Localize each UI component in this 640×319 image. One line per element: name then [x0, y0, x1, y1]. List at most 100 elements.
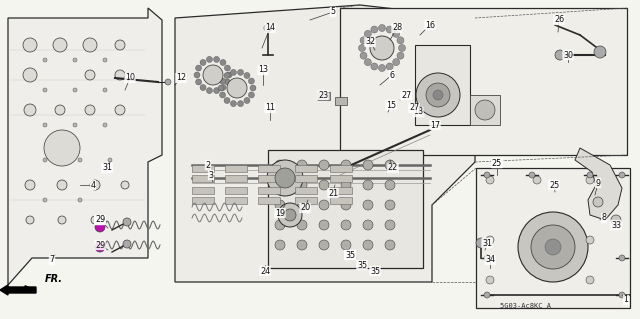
Circle shape: [121, 181, 129, 189]
Bar: [318, 92, 330, 100]
Circle shape: [531, 225, 575, 269]
Circle shape: [267, 160, 303, 196]
Circle shape: [518, 212, 588, 282]
Circle shape: [25, 180, 35, 190]
Text: 17: 17: [430, 121, 440, 130]
Circle shape: [224, 72, 230, 78]
Polygon shape: [340, 8, 627, 155]
Circle shape: [103, 123, 107, 127]
Bar: [330, 165, 352, 172]
Text: 20: 20: [300, 204, 310, 212]
Circle shape: [284, 209, 296, 221]
Circle shape: [484, 172, 490, 178]
Circle shape: [393, 30, 399, 37]
Circle shape: [371, 26, 378, 33]
Circle shape: [115, 40, 125, 50]
Bar: [295, 187, 317, 194]
Bar: [192, 165, 214, 172]
Text: 27: 27: [401, 91, 411, 100]
Text: 30: 30: [563, 50, 573, 60]
Circle shape: [297, 220, 307, 230]
Text: 29: 29: [95, 216, 105, 225]
Circle shape: [319, 220, 329, 230]
Circle shape: [363, 200, 373, 210]
Circle shape: [26, 216, 34, 224]
Circle shape: [91, 216, 99, 224]
Circle shape: [250, 85, 256, 91]
Bar: [258, 165, 280, 172]
Circle shape: [237, 70, 244, 75]
Circle shape: [196, 65, 202, 71]
Bar: [268, 150, 423, 268]
Text: 25: 25: [492, 159, 502, 167]
Circle shape: [78, 198, 82, 202]
Circle shape: [90, 180, 100, 190]
Text: 32: 32: [365, 38, 375, 47]
Circle shape: [225, 65, 230, 71]
Text: 5G03-Ac8KC A: 5G03-Ac8KC A: [500, 303, 551, 309]
Text: 35: 35: [370, 266, 380, 276]
Text: 29: 29: [95, 241, 105, 249]
Circle shape: [237, 100, 244, 107]
Text: 16: 16: [425, 20, 435, 29]
Circle shape: [83, 38, 97, 52]
Text: 6: 6: [390, 70, 394, 79]
Circle shape: [370, 36, 394, 60]
Circle shape: [486, 176, 494, 184]
Circle shape: [43, 88, 47, 92]
Circle shape: [297, 200, 307, 210]
Circle shape: [220, 85, 226, 91]
Text: 10: 10: [125, 73, 135, 83]
Bar: [258, 175, 280, 182]
Circle shape: [397, 37, 404, 44]
Text: 19: 19: [275, 209, 285, 218]
Circle shape: [103, 58, 107, 62]
Text: 23: 23: [318, 91, 328, 100]
Text: 35: 35: [345, 250, 355, 259]
Circle shape: [115, 70, 125, 80]
Circle shape: [586, 276, 594, 284]
Bar: [415, 45, 470, 125]
Circle shape: [196, 79, 202, 85]
Circle shape: [385, 220, 395, 230]
Circle shape: [24, 104, 36, 116]
Circle shape: [85, 70, 95, 80]
Circle shape: [297, 180, 307, 190]
Circle shape: [220, 59, 226, 65]
Text: 31: 31: [102, 164, 112, 173]
Text: 2: 2: [205, 160, 211, 169]
Circle shape: [619, 292, 625, 298]
Circle shape: [23, 38, 37, 52]
Circle shape: [341, 240, 351, 250]
Circle shape: [371, 63, 378, 70]
Text: 31: 31: [102, 164, 112, 173]
Circle shape: [385, 200, 395, 210]
Circle shape: [433, 90, 443, 100]
Circle shape: [619, 172, 625, 178]
Circle shape: [73, 58, 77, 62]
Circle shape: [364, 30, 371, 37]
Circle shape: [123, 218, 131, 226]
Circle shape: [385, 180, 395, 190]
Circle shape: [358, 44, 365, 51]
Text: 26: 26: [554, 16, 564, 25]
Bar: [225, 175, 247, 182]
Circle shape: [360, 37, 367, 44]
Circle shape: [484, 292, 490, 298]
Circle shape: [73, 88, 77, 92]
Circle shape: [43, 198, 47, 202]
Circle shape: [341, 160, 351, 170]
Bar: [258, 197, 280, 204]
Circle shape: [218, 85, 224, 91]
Circle shape: [393, 59, 399, 66]
Text: 21: 21: [328, 189, 338, 197]
Circle shape: [399, 44, 406, 51]
Circle shape: [275, 160, 285, 170]
Circle shape: [227, 78, 247, 98]
Circle shape: [43, 158, 47, 162]
Circle shape: [58, 216, 66, 224]
Circle shape: [319, 180, 329, 190]
Circle shape: [165, 79, 171, 85]
Circle shape: [95, 242, 105, 252]
Circle shape: [115, 105, 125, 115]
